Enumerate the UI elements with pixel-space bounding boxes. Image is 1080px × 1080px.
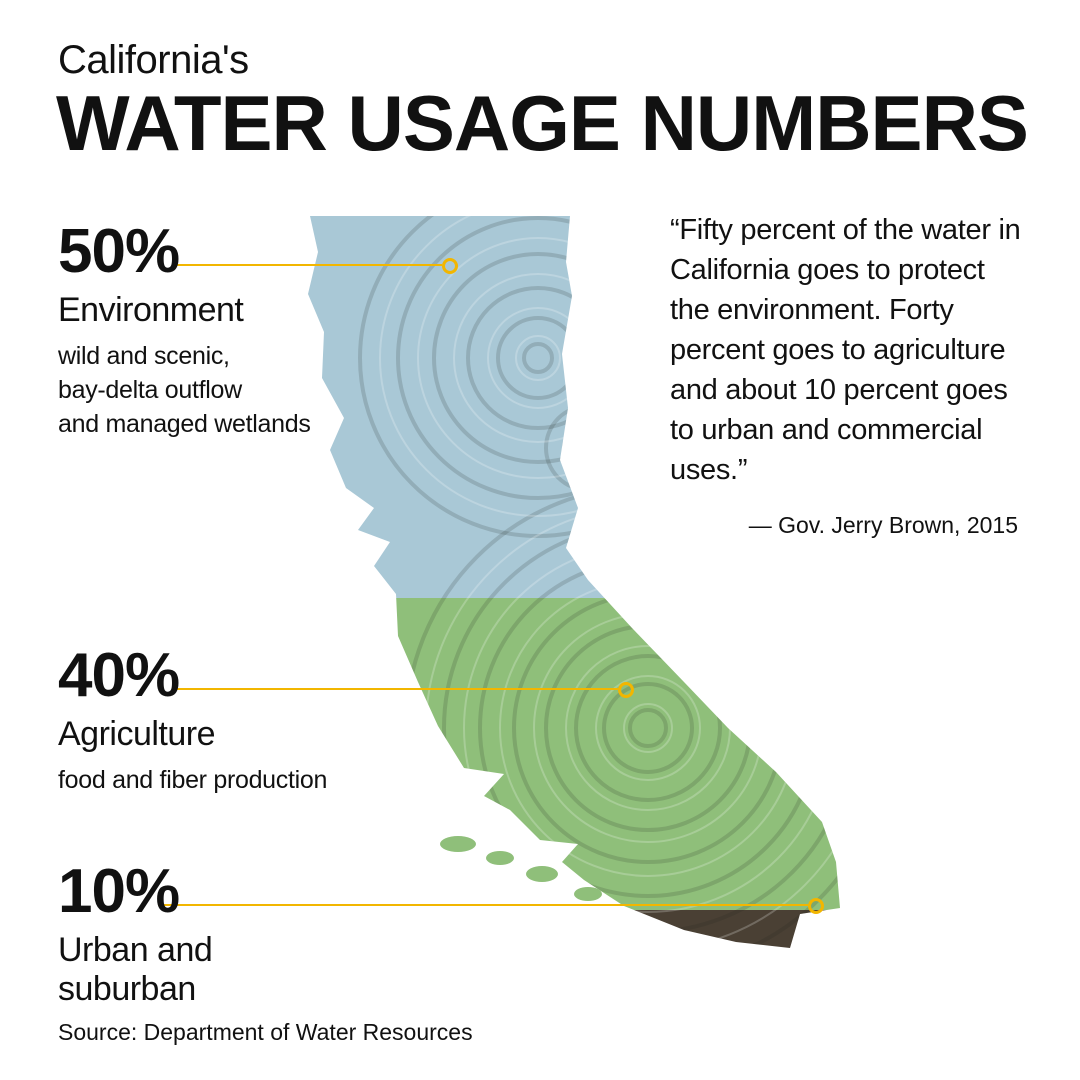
quote-text: “Fifty percent of the water in Californi… <box>670 210 1030 490</box>
stat-description: wild and scenic, bay-delta outflow and m… <box>58 340 358 441</box>
stat-label: Urban and suburban <box>58 931 358 1009</box>
leader-ring-icon <box>808 898 824 914</box>
stat-percent: 50% <box>58 216 358 287</box>
leader-ring-icon <box>442 258 458 274</box>
quote-attribution: — Gov. Jerry Brown, 2015 <box>670 512 1030 539</box>
title-headline: WATER USAGE NUMBERS <box>56 78 1028 169</box>
stat-percent: 40% <box>58 640 358 711</box>
stat-percent: 10% <box>58 856 358 927</box>
pull-quote: “Fifty percent of the water in Californi… <box>670 210 1030 539</box>
callout-agriculture: 40% Agriculture food and fiber productio… <box>58 640 358 798</box>
stat-label: Environment <box>58 291 358 330</box>
callout-urban: 10% Urban and suburban <box>58 856 358 1019</box>
stat-description: food and fiber production <box>58 764 358 798</box>
callout-environment: 50% Environment wild and scenic, bay-del… <box>58 216 358 441</box>
leader-ring-icon <box>618 682 634 698</box>
region-urban <box>288 910 858 988</box>
title-kicker: California's <box>58 38 249 83</box>
infographic-stage: California's WATER USAGE NUMBERS <box>0 0 1080 1080</box>
stat-label: Agriculture <box>58 715 358 754</box>
source-line: Source: Department of Water Resources <box>58 1019 473 1046</box>
